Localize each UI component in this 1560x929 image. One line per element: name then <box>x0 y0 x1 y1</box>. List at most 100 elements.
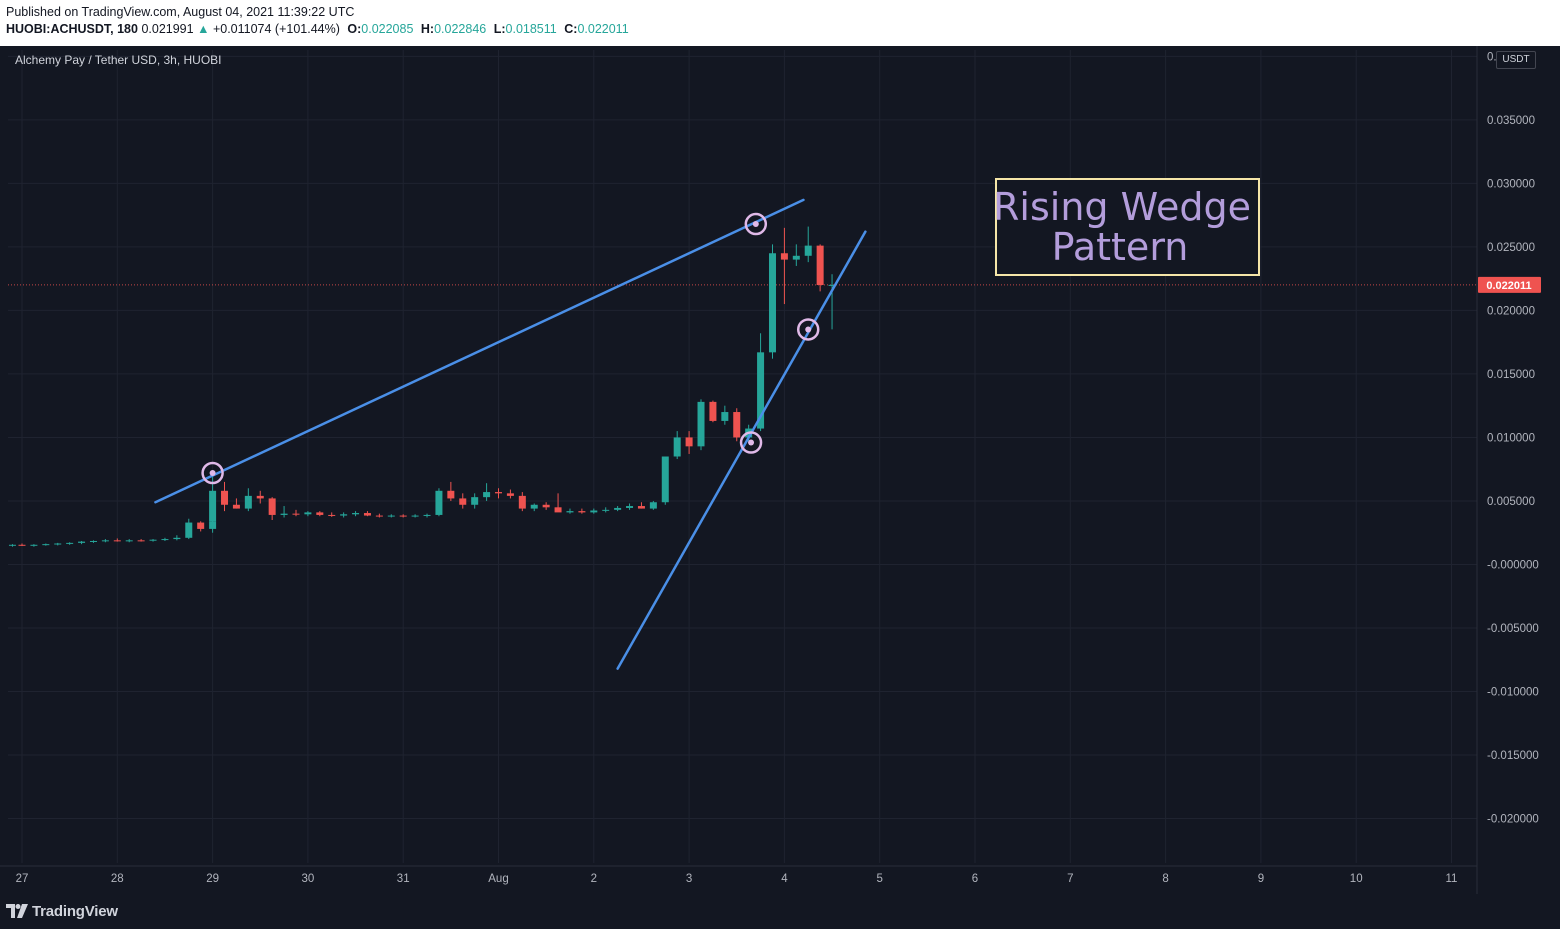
candle-body <box>352 513 360 515</box>
y-tick-label: 0.020000 <box>1487 305 1535 317</box>
candle-body <box>566 511 574 513</box>
candle-body <box>530 504 538 509</box>
pattern-marker-ring <box>201 461 224 485</box>
x-tick-label: 28 <box>111 873 124 885</box>
candle-body <box>828 284 836 286</box>
x-tick-label: Aug <box>488 873 508 885</box>
candle-body <box>137 540 145 542</box>
candle-body <box>375 515 383 517</box>
candle-body <box>804 245 812 256</box>
candle-body <box>42 544 50 546</box>
x-tick-label: 31 <box>397 873 410 885</box>
currency-badge[interactable]: USDT <box>1496 51 1536 69</box>
y-tick-label: -0.010000 <box>1487 687 1539 699</box>
candle-body <box>363 513 371 516</box>
candle-body <box>232 504 240 509</box>
candle-body <box>149 539 157 541</box>
candle-body <box>435 490 443 515</box>
y-tick-label: -0.000000 <box>1487 559 1539 571</box>
pattern-marker-ring <box>744 212 768 236</box>
change-value: +0.011074 (+101.44%) <box>212 22 340 36</box>
candle-body <box>411 515 419 517</box>
pattern-marker-dot <box>805 326 812 333</box>
candle-body <box>328 514 336 516</box>
candle-body <box>447 490 455 499</box>
x-tick-label: 8 <box>1162 873 1168 885</box>
candle-body <box>542 504 550 508</box>
candle-body <box>721 412 729 421</box>
pattern-marker-dot <box>209 470 216 477</box>
pattern-marker-dot <box>752 221 759 228</box>
candle-body <box>340 514 348 516</box>
close-value: 0.022011 <box>577 22 629 36</box>
pattern-marker-ring <box>796 318 820 341</box>
annotation-line-2: Pattern <box>1052 225 1189 269</box>
close-label: C: <box>564 22 578 36</box>
candle-body <box>30 544 38 546</box>
candle-body <box>197 522 205 529</box>
candle-body <box>8 544 16 546</box>
x-tick-label: 9 <box>1258 873 1264 885</box>
lower-trendline <box>616 230 867 670</box>
candle-body <box>18 544 26 546</box>
candle-body <box>685 437 693 447</box>
candle-body <box>66 542 74 544</box>
last-price-label-bg <box>1478 276 1541 293</box>
y-tick-label: 0.010000 <box>1487 432 1535 444</box>
x-tick-label: 27 <box>16 873 29 885</box>
candle-body <box>471 497 479 505</box>
candle-body <box>125 540 133 542</box>
candle-body <box>768 253 776 353</box>
upper-trendline <box>154 198 805 504</box>
candle-body <box>173 537 181 540</box>
candle-body <box>506 493 514 496</box>
candle-body <box>459 498 467 505</box>
y-tick-label: 0.025000 <box>1487 242 1535 254</box>
y-tick-label: -0.005000 <box>1487 623 1539 635</box>
chart-title: Alchemy Pay / Tether USD, 3h, HUOBI <box>15 53 222 67</box>
pattern-marker-ring <box>739 431 763 454</box>
candle-body <box>387 515 395 517</box>
y-tick-label: 0.030000 <box>1487 178 1535 190</box>
candle-body <box>661 456 669 503</box>
candle-body <box>280 513 288 515</box>
x-tick-label: 5 <box>876 873 882 885</box>
x-tick-label: 7 <box>1067 873 1073 885</box>
low-value: 0.018511 <box>505 22 557 36</box>
y-tick-label: 0.015000 <box>1487 369 1535 381</box>
x-tick-label: 2 <box>591 873 597 885</box>
candle-body <box>780 253 788 260</box>
candle-body <box>161 539 169 541</box>
candle-body <box>54 543 62 545</box>
candle-body <box>399 515 407 517</box>
open-value: 0.022085 <box>361 22 414 36</box>
candle-body <box>757 352 765 429</box>
chart-area[interactable] <box>0 46 1560 894</box>
y-tick-label: -0.020000 <box>1487 814 1539 826</box>
candle-body <box>78 541 86 543</box>
last-price-value: 0.021991 <box>141 22 194 36</box>
tradingview-logo-icon <box>6 904 28 918</box>
x-tick-label: 29 <box>206 873 219 885</box>
change-up-icon: ▲ <box>197 22 210 36</box>
annotation-box <box>995 178 1260 276</box>
candle-body <box>578 511 586 513</box>
candle-body <box>554 507 562 513</box>
candle-body <box>637 506 645 509</box>
x-tick-label: 10 <box>1350 873 1363 885</box>
candle-body <box>304 512 312 515</box>
candle-body <box>518 495 526 509</box>
candle-body <box>185 522 193 538</box>
candle-body <box>709 401 717 421</box>
tradingview-logo[interactable]: TradingView <box>6 901 118 921</box>
symbol-label: HUOBI:ACHUSDT, 180 <box>6 22 138 36</box>
candle-body <box>268 498 276 515</box>
ohlc-info: HUOBI:ACHUSDT, 180 0.021991 ▲ +0.011074 … <box>6 22 629 36</box>
candle-body <box>209 521 217 529</box>
y-tick-label: -0.015000 <box>1487 750 1539 762</box>
high-label: H: <box>420 22 435 36</box>
candle-body <box>423 514 431 516</box>
candle-body <box>614 507 622 510</box>
pattern-marker-dot <box>748 439 755 446</box>
